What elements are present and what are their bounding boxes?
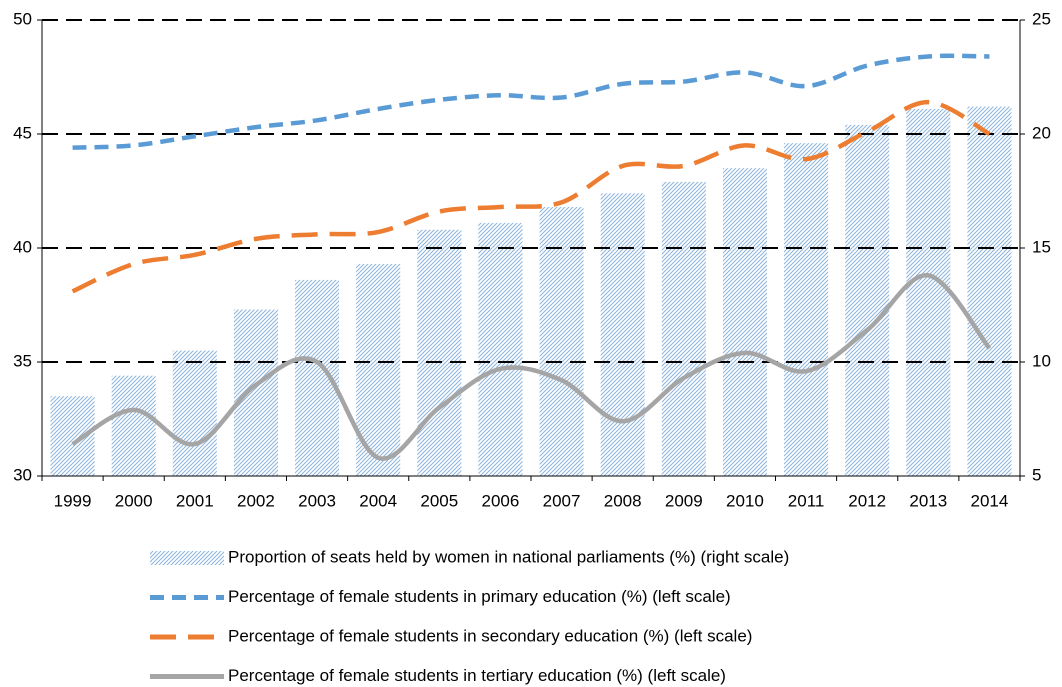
bar xyxy=(172,350,217,476)
bar xyxy=(478,222,523,476)
x-tick-label: 2012 xyxy=(848,491,886,510)
legend-label: Percentage of female students in tertiar… xyxy=(228,666,726,685)
x-tick-label: 2010 xyxy=(726,491,764,510)
bar xyxy=(417,229,462,476)
bar xyxy=(50,396,95,476)
x-tick-label: 2001 xyxy=(176,491,214,510)
line-series xyxy=(72,53,990,150)
x-tick-label: 2006 xyxy=(482,491,520,510)
x-tick-label: 2014 xyxy=(971,491,1009,510)
y-tick-label: 35 xyxy=(13,351,32,370)
legend-label: Proportion of seats held by women in nat… xyxy=(228,547,789,566)
y-tick-label: 40 xyxy=(13,237,32,256)
legend-label: Percentage of female students in primary… xyxy=(228,587,731,606)
x-tick-label: 2003 xyxy=(298,491,336,510)
y2-tick-label: 25 xyxy=(1032,9,1051,28)
y-tick-label: 30 xyxy=(13,465,32,484)
bar xyxy=(539,206,584,476)
y2-tick-label: 20 xyxy=(1032,123,1051,142)
y2-tick-label: 15 xyxy=(1032,237,1051,256)
x-tick-label: 2013 xyxy=(909,491,947,510)
line-series xyxy=(71,99,991,294)
y2-tick-label: 5 xyxy=(1032,465,1041,484)
x-tick-label: 1999 xyxy=(54,491,92,510)
bar xyxy=(906,108,951,477)
y-tick-label: 45 xyxy=(13,123,32,142)
bar xyxy=(233,309,278,476)
x-tick-label: 2002 xyxy=(237,491,275,510)
bar xyxy=(967,106,1012,476)
bar xyxy=(600,193,645,476)
y-tick-label: 50 xyxy=(13,9,32,28)
x-tick-label: 2009 xyxy=(665,491,703,510)
x-tick-label: 2008 xyxy=(604,491,642,510)
x-tick-label: 2005 xyxy=(420,491,458,510)
x-tick-label: 2004 xyxy=(359,491,397,510)
line-series xyxy=(71,273,992,461)
bar xyxy=(111,375,156,476)
x-tick-label: 2000 xyxy=(115,491,153,510)
bar xyxy=(845,124,890,476)
x-tick-label: 2011 xyxy=(788,491,825,510)
legend-label: Percentage of female students in seconda… xyxy=(228,626,752,645)
bar xyxy=(784,143,829,476)
legend-swatch xyxy=(150,551,224,565)
bar xyxy=(661,181,706,476)
bar xyxy=(722,168,767,476)
y2-tick-label: 10 xyxy=(1032,351,1051,370)
x-tick-label: 2007 xyxy=(543,491,581,510)
